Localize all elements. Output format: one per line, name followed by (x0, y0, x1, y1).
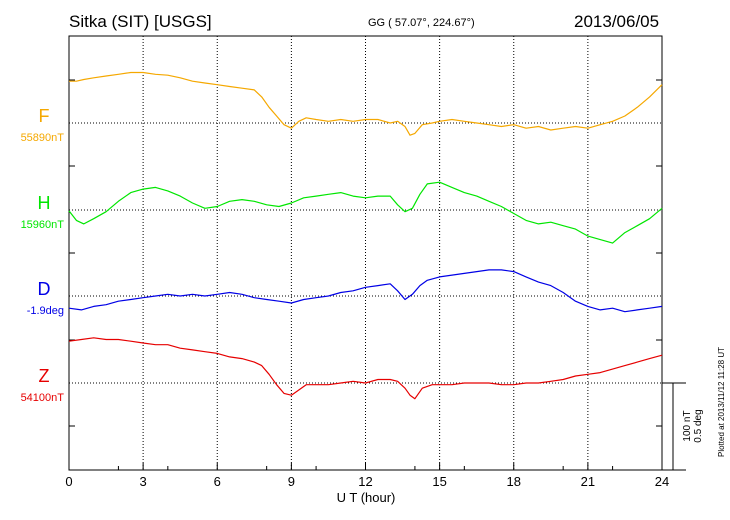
series-name-d: D (38, 279, 51, 299)
x-tick-label: 3 (140, 474, 147, 489)
series-baseline-z: 54100nT (21, 392, 65, 404)
scale-bar: 100 nT 0.5 deg (662, 382, 704, 471)
series-name-h: H (38, 193, 51, 213)
scale-bar-label-deg: 0.5 deg (693, 409, 704, 442)
series-line-d (68, 269, 663, 313)
x-tick-label: 0 (65, 474, 72, 489)
series-baseline-f: 55890nT (21, 132, 65, 144)
series-baseline-h: 15960nT (21, 219, 65, 231)
geographic-coordinates: GG ( 57.07°, 224.67°) (368, 17, 475, 29)
series-labels: F 55890nT H 15960nT D -1.9deg Z 54100nT (21, 106, 65, 404)
series-name-z: Z (39, 366, 50, 386)
x-tick-label: 21 (581, 474, 595, 489)
station-title: Sitka (SIT) [USGS] (69, 12, 212, 31)
series-name-f: F (39, 106, 50, 126)
x-axis: 0 3 6 9 12 15 18 21 24 (65, 79, 669, 489)
series-line-h (68, 181, 663, 244)
x-tick-label: 9 (288, 474, 295, 489)
x-tick-label: 15 (432, 474, 446, 489)
scale-bar-label-nt: 100 nT (682, 410, 693, 441)
series-group (68, 71, 663, 400)
x-tick-label: 18 (507, 474, 521, 489)
x-tick-label: 12 (358, 474, 372, 489)
grid (69, 36, 662, 470)
plot-date: 2013/06/05 (574, 12, 660, 31)
plotted-timestamp: Plotted at 2013/11/12 11:28 UT (717, 347, 726, 457)
x-tick-label: 6 (214, 474, 221, 489)
series-line-z (68, 337, 663, 400)
series-baseline-d: -1.9deg (27, 305, 64, 317)
x-axis-title: U T (hour) (337, 490, 396, 505)
series-line-f (69, 71, 663, 136)
x-tick-label: 24 (655, 474, 669, 489)
